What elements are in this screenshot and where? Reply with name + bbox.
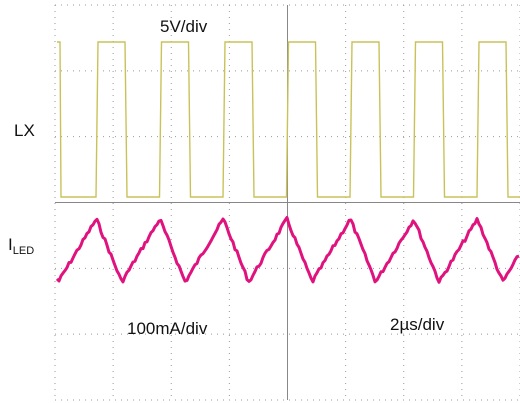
iled-waveform <box>55 216 520 284</box>
ch2-scale: 100mA/div <box>127 319 208 338</box>
ch2-label-sub: LED <box>13 245 34 257</box>
ch1-label: LX <box>14 121 35 140</box>
lx-waveform <box>57 41 520 198</box>
ch2-label-main: I <box>8 235 13 254</box>
timebase: 2µs/div <box>390 315 445 334</box>
ch1-scale: 5V/div <box>160 17 208 36</box>
ch2-label: ILED <box>8 235 34 257</box>
